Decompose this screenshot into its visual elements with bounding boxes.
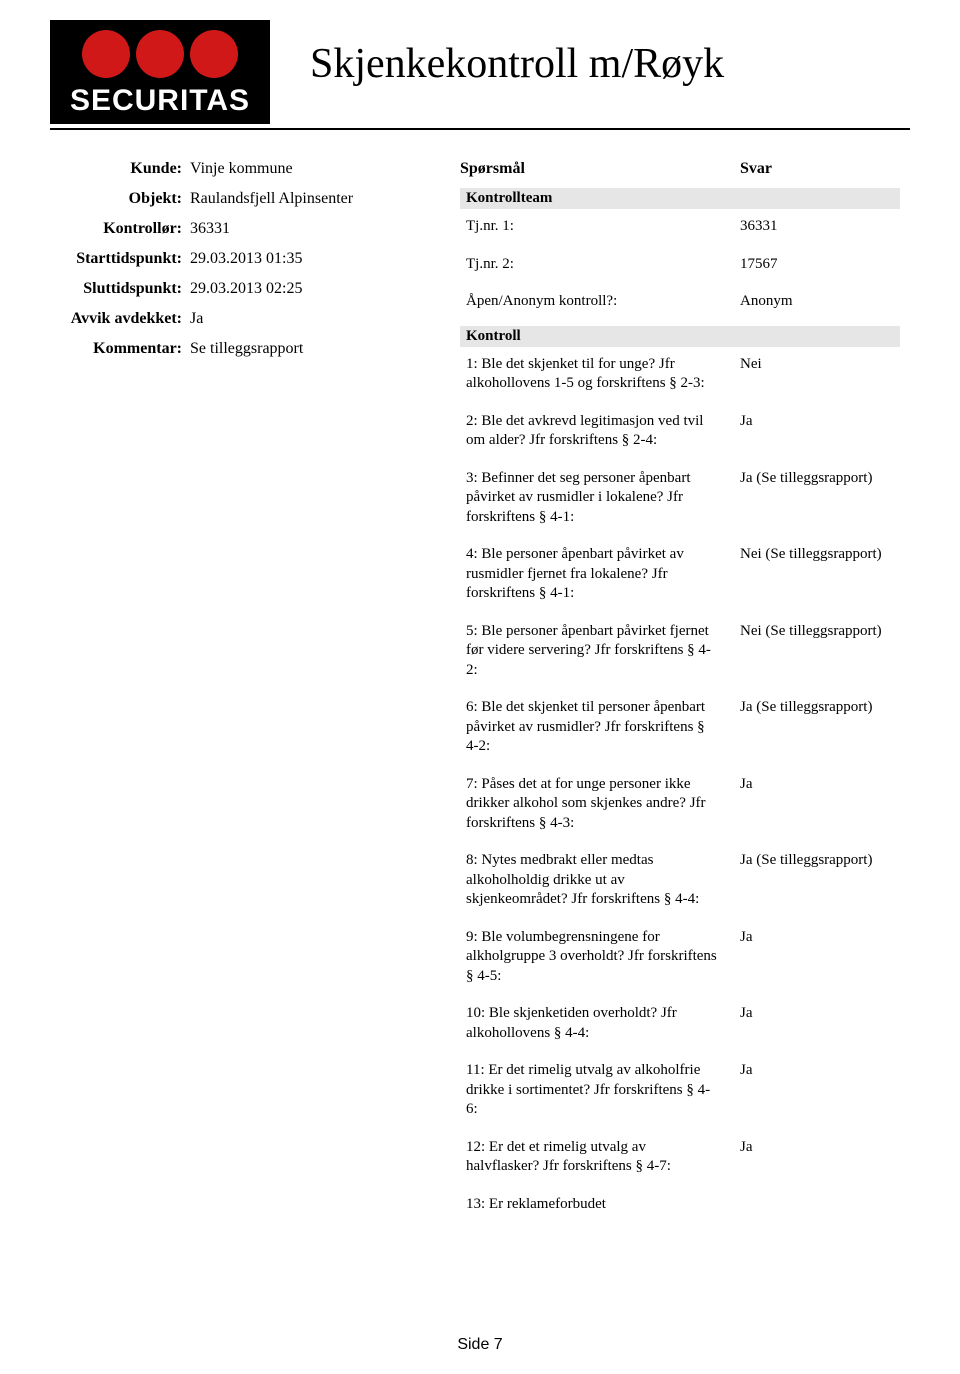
meta-label: Objekt: — [60, 190, 190, 208]
qa-answer: Ja (Se tilleggsrapport) — [740, 469, 900, 528]
meta-value: Ja — [190, 310, 440, 328]
dot-icon — [136, 30, 184, 78]
qa-question: 7: Påses det at for unge personer ikke d… — [466, 775, 740, 834]
qa-row: 10: Ble skjenketiden overholdt? Jfr alko… — [460, 1000, 900, 1057]
qa-question: 9: Ble volumbegrensningene for alkholgru… — [466, 928, 740, 987]
qa-row: Åpen/Anonym kontroll?:Anonym — [460, 288, 900, 326]
logo-dots — [50, 30, 270, 78]
qa-row: 11: Er det rimelig utvalg av alkoholfrie… — [460, 1057, 900, 1134]
qa-answer: Ja — [740, 1061, 900, 1120]
qa-answer: Ja — [740, 412, 900, 451]
qa-row: Tj.nr. 1:36331 — [460, 213, 900, 251]
meta-value: Vinje kommune — [190, 160, 440, 178]
securitas-logo: SECURITAS — [50, 20, 270, 124]
qa-answer: Nei (Se tilleggsrapport) — [740, 545, 900, 604]
qa-header: Spørsmål Svar — [460, 160, 900, 178]
qa-row: 4: Ble personer åpenbart påvirket av rus… — [460, 541, 900, 618]
qa-answer: Ja — [740, 928, 900, 987]
qa-row: 9: Ble volumbegrensningene for alkholgru… — [460, 924, 900, 1001]
document-header: SECURITAS Skjenkekontroll m/Røyk — [50, 20, 910, 130]
qa-answer: Ja — [740, 775, 900, 834]
qa-answer: 36331 — [740, 217, 900, 237]
meta-value: Se tilleggsrapport — [190, 340, 440, 358]
meta-avvik: Avvik avdekket: Ja — [60, 310, 440, 328]
qa-row: 6: Ble det skjenket til personer åpenbar… — [460, 694, 900, 771]
meta-kommentar: Kommentar: Se tilleggsrapport — [60, 340, 440, 358]
meta-objekt: Objekt: Raulandsfjell Alpinsenter — [60, 190, 440, 208]
meta-label: Kommentar: — [60, 340, 190, 358]
page-title: Skjenkekontroll m/Røyk — [270, 20, 910, 88]
qa-header-a: Svar — [740, 160, 900, 178]
qa-question: 2: Ble det avkrevd legitimasjon ved tvil… — [466, 412, 740, 451]
qa-question: 8: Nytes medbrakt eller medtas alkoholho… — [466, 851, 740, 910]
page-footer: Side 7 — [0, 1336, 960, 1354]
qa-row: 2: Ble det avkrevd legitimasjon ved tvil… — [460, 408, 900, 465]
dot-icon — [82, 30, 130, 78]
qa-row: 3: Befinner det seg personer åpenbart på… — [460, 465, 900, 542]
qa-question: 12: Er det et rimelig utvalg av halvflas… — [466, 1138, 740, 1177]
meta-label: Kunde: — [60, 160, 190, 178]
meta-value: 29.03.2013 01:35 — [190, 250, 440, 268]
meta-kontrollor: Kontrollør: 36331 — [60, 220, 440, 238]
qa-answer — [740, 1195, 900, 1215]
qa-answer: Ja (Se tilleggsrapport) — [740, 851, 900, 910]
qa-question: 13: Er reklameforbudet — [466, 1195, 740, 1215]
qa-answer: Ja (Se tilleggsrapport) — [740, 698, 900, 757]
qa-row: 5: Ble personer åpenbart påvirket fjerne… — [460, 618, 900, 695]
section-kontrollteam: Kontrollteam — [460, 188, 900, 209]
qa-question: 11: Er det rimelig utvalg av alkoholfrie… — [466, 1061, 740, 1120]
qa-question: Tj.nr. 1: — [466, 217, 740, 237]
qa-question: 4: Ble personer åpenbart påvirket av rus… — [466, 545, 740, 604]
qa-answer: Anonym — [740, 292, 900, 312]
qa-row: 13: Er reklameforbudet — [460, 1191, 900, 1229]
qa-column: Spørsmål Svar Kontrollteam Tj.nr. 1:3633… — [460, 160, 900, 1228]
meta-value: Raulandsfjell Alpinsenter — [190, 190, 440, 208]
dot-icon — [190, 30, 238, 78]
logo-text: SECURITAS — [50, 84, 270, 118]
qa-question: 3: Befinner det seg personer åpenbart på… — [466, 469, 740, 528]
qa-row: 12: Er det et rimelig utvalg av halvflas… — [460, 1134, 900, 1191]
meta-sluttid: Sluttidspunkt: 29.03.2013 02:25 — [60, 280, 440, 298]
metadata-column: Kunde: Vinje kommune Objekt: Raulandsfje… — [60, 160, 440, 1228]
meta-kunde: Kunde: Vinje kommune — [60, 160, 440, 178]
section-kontroll: Kontroll — [460, 326, 900, 347]
qa-question: 6: Ble det skjenket til personer åpenbar… — [466, 698, 740, 757]
meta-value: 29.03.2013 02:25 — [190, 280, 440, 298]
qa-answer: 17567 — [740, 255, 900, 275]
meta-label: Kontrollør: — [60, 220, 190, 238]
qa-row: 8: Nytes medbrakt eller medtas alkoholho… — [460, 847, 900, 924]
meta-starttid: Starttidspunkt: 29.03.2013 01:35 — [60, 250, 440, 268]
qa-row: 7: Påses det at for unge personer ikke d… — [460, 771, 900, 848]
meta-value: 36331 — [190, 220, 440, 238]
qa-question: Åpen/Anonym kontroll?: — [466, 292, 740, 312]
meta-label: Avvik avdekket: — [60, 310, 190, 328]
qa-row: Tj.nr. 2:17567 — [460, 251, 900, 289]
qa-answer: Nei (Se tilleggsrapport) — [740, 622, 900, 681]
qa-answer: Ja — [740, 1004, 900, 1043]
qa-question: 1: Ble det skjenket til for unge? Jfr al… — [466, 355, 740, 394]
qa-header-q: Spørsmål — [460, 160, 740, 178]
qa-question: 5: Ble personer åpenbart påvirket fjerne… — [466, 622, 740, 681]
meta-label: Sluttidspunkt: — [60, 280, 190, 298]
qa-question: 10: Ble skjenketiden overholdt? Jfr alko… — [466, 1004, 740, 1043]
qa-answer: Nei — [740, 355, 900, 394]
meta-label: Starttidspunkt: — [60, 250, 190, 268]
qa-question: Tj.nr. 2: — [466, 255, 740, 275]
qa-answer: Ja — [740, 1138, 900, 1177]
qa-row: 1: Ble det skjenket til for unge? Jfr al… — [460, 351, 900, 408]
